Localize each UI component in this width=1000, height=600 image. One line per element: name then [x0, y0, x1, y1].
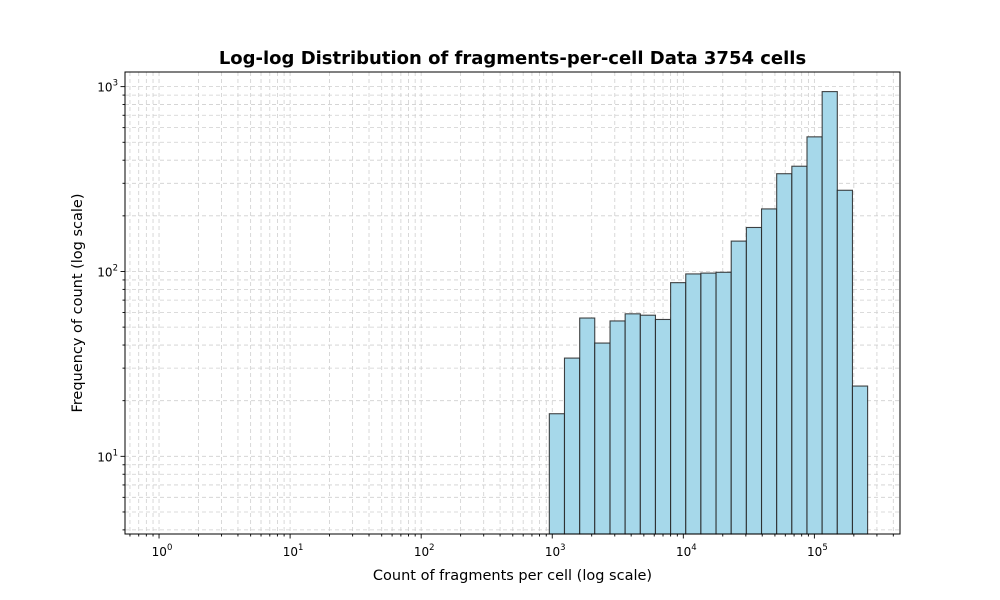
- histogram-bar: [745, 226, 763, 535]
- histogram-bar: [836, 189, 854, 535]
- histogram-bar: [639, 314, 657, 535]
- histogram-bar: [563, 357, 581, 535]
- x-tick-label: 105: [807, 543, 828, 559]
- x-tick-label: 104: [676, 543, 697, 559]
- histogram-bar: [609, 320, 626, 535]
- histogram-bar: [670, 282, 687, 535]
- chart-title: Log-log Distribution of fragments-per-ce…: [219, 48, 806, 69]
- x-axis-label: Count of fragments per cell (log scale): [373, 568, 652, 584]
- y-tick-label: 102: [97, 263, 118, 279]
- histogram-bar: [791, 165, 808, 535]
- x-tick-label: 101: [283, 543, 304, 559]
- histogram-bar: [579, 317, 596, 535]
- histogram-bar: [548, 413, 566, 535]
- histogram-bar: [760, 208, 778, 535]
- histogram-bar: [654, 318, 672, 535]
- histogram-bar: [821, 91, 838, 535]
- histogram-bar: [806, 136, 823, 535]
- y-tick-label: 101: [97, 448, 118, 464]
- axis-ticks: 100 101 102 103 104 105 101 102 103: [97, 79, 894, 559]
- histogram-bar: [624, 313, 641, 535]
- histogram-bar: [776, 173, 793, 535]
- histogram-bar: [730, 240, 747, 535]
- histogram-bar: [685, 273, 702, 535]
- histogram-bar: [700, 272, 717, 535]
- x-tick-label: 103: [545, 543, 566, 559]
- histogram-bar: [594, 342, 611, 535]
- histogram-bar: [851, 385, 869, 535]
- y-axis-label: Frequency of count (log scale): [70, 193, 86, 412]
- y-tick-label: 103: [97, 79, 118, 95]
- x-tick-label: 102: [414, 543, 435, 559]
- x-tick-label: 100: [152, 543, 173, 559]
- histogram-bar: [715, 271, 732, 535]
